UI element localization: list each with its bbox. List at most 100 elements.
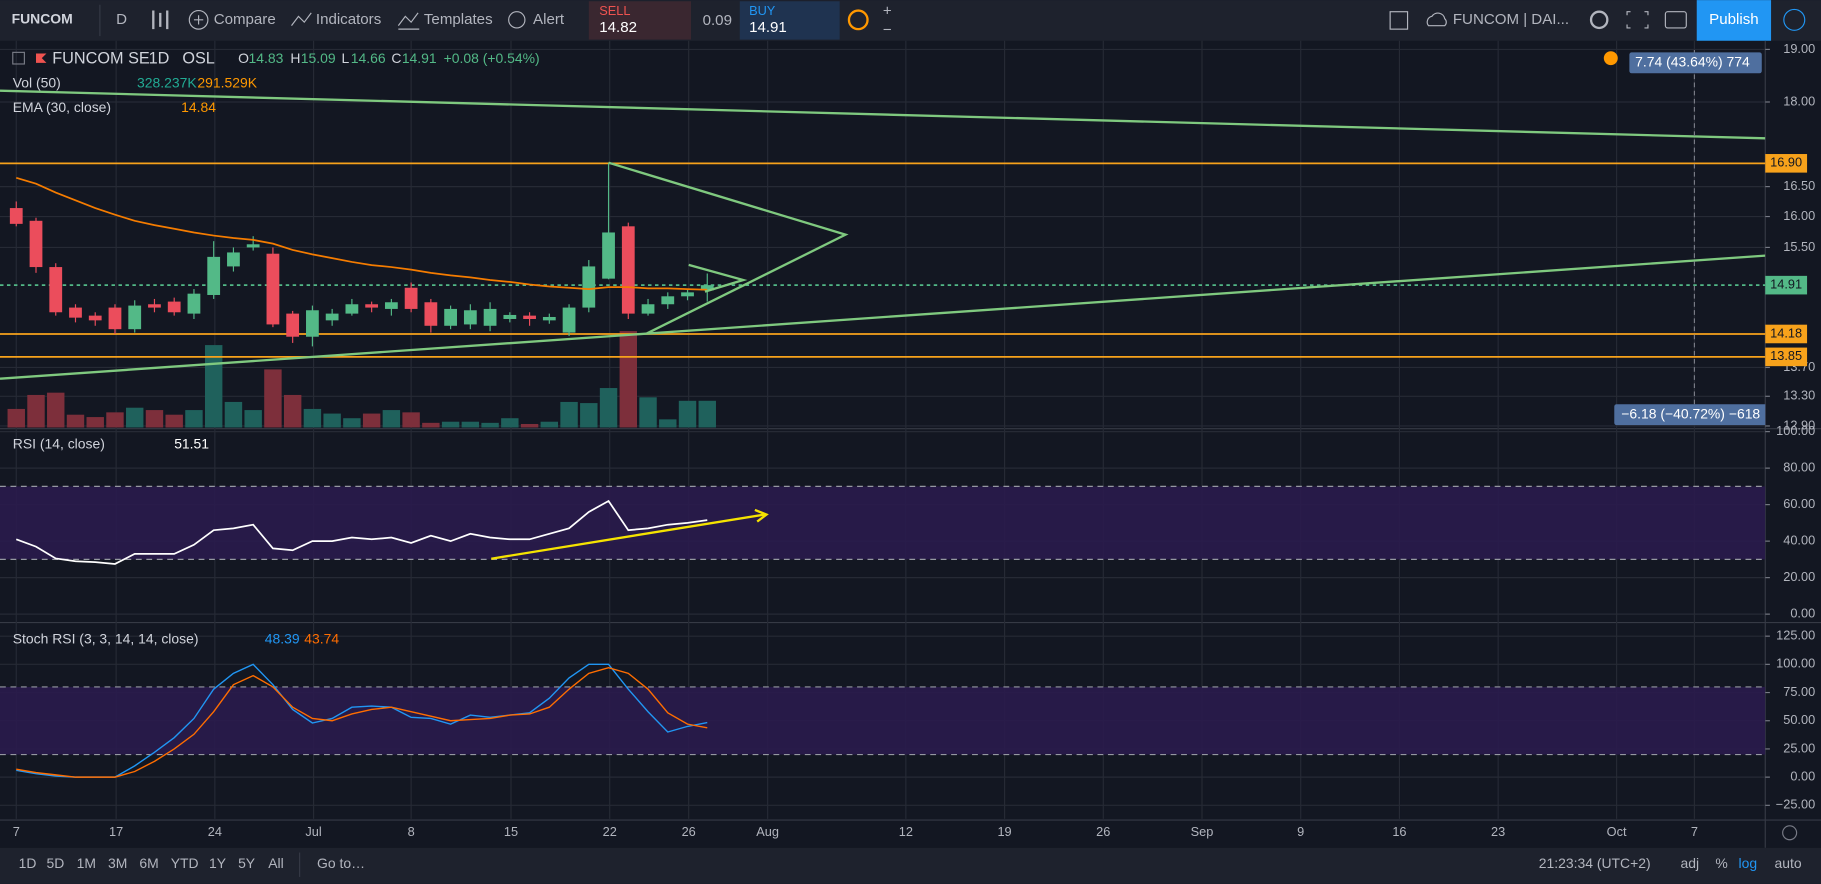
layout-name[interactable]: FUNCOM | DAI... [1453,11,1569,28]
candle-body [286,313,300,337]
indicator-line [15,499,708,565]
price-label: 14.91 [1770,277,1802,292]
range-button[interactable]: 1D [19,855,37,871]
zoom-out[interactable]: − [883,21,892,38]
indicator-line [16,663,708,778]
y-tick-label: 100.00 [1776,423,1815,438]
candle-body [503,314,517,319]
indicators-button[interactable]: Indicators [316,11,381,28]
candle-body [424,302,438,326]
candle-body [582,266,596,308]
range-button[interactable]: 5D [46,855,64,871]
volume-bar [323,413,341,428]
high-value: 15.09 [301,50,336,66]
volume-bar [362,413,381,428]
x-tick-label: Sep [1191,824,1214,839]
indicator-name[interactable]: Stoch RSI (3, 3, 14, 14, close) [13,631,199,647]
price-label: 13.85 [1770,348,1802,363]
x-tick-label: 16 [1392,824,1406,839]
range-button[interactable]: YTD [171,855,199,871]
trend-line [0,254,1766,380]
scale-option[interactable]: log [1739,855,1758,871]
alert-button[interactable]: Alert [533,11,565,28]
candle-body [681,292,694,297]
alert-icon[interactable] [508,11,526,29]
publish-button[interactable] [1696,0,1772,41]
interval-button[interactable]: D [116,11,127,28]
fullscreen-toggle[interactable] [1389,11,1409,30]
collapse-toggle[interactable] [12,51,25,65]
indicator-value: 14.84 [181,99,216,115]
bars-style-icon[interactable] [152,10,169,30]
volume-bar [204,345,223,428]
exchange: OSL [182,50,215,68]
symbol-button[interactable]: FUNCOM [12,11,73,27]
volume-bar [66,414,85,428]
range-button[interactable]: 1Y [209,855,226,871]
y-tick-label: 13.30 [1783,388,1815,403]
indicator-name[interactable]: EMA (30, close) [13,99,111,115]
indicator-name[interactable]: RSI (14, close) [13,436,105,452]
compare-icon[interactable] [188,9,209,30]
candle-body [404,287,418,309]
volume-bar [599,388,618,428]
candle-body [562,307,576,333]
compare-button[interactable]: Compare [214,11,276,28]
indicator-name[interactable]: Vol (50) [13,74,61,90]
x-tick-label: 9 [1297,824,1304,839]
indicator-value: 291.529K [197,74,257,90]
fullscreen-icon[interactable] [1626,11,1649,29]
warning-icon[interactable] [1603,51,1618,66]
y-tick-label: 40.00 [1783,533,1815,548]
scale-option[interactable]: auto [1775,855,1802,871]
close-value: 14.91 [402,50,437,66]
volume-bar [580,403,598,428]
buy-button[interactable] [739,1,840,40]
x-tick-label: 23 [1491,824,1505,839]
y-tick-label: 15.50 [1783,239,1815,254]
axis-settings-icon[interactable] [1782,825,1798,841]
range-button[interactable]: 6M [139,855,158,871]
volume-bar [422,422,440,428]
range-button[interactable]: 5Y [238,855,255,871]
price-label-box [1765,347,1808,367]
range-button[interactable]: 3M [108,855,127,871]
x-tick-label: 7 [13,824,20,839]
x-tick-label: 17 [109,824,123,839]
goto-button[interactable]: Go to… [317,855,365,871]
candle-body [227,252,240,267]
x-tick-label: 26 [682,824,696,839]
range-button[interactable]: 1M [77,855,96,871]
templates-icon[interactable] [397,12,420,30]
snapshot-icon[interactable] [1664,11,1687,29]
replay-icon[interactable] [1783,8,1806,31]
band-fill [0,686,1766,755]
toolbar [0,0,1821,41]
x-tick-label: 15 [504,824,518,839]
info-icon[interactable] [847,9,869,31]
y-tick-label: 50.00 [1783,712,1815,727]
indicator-value: 51.51 [174,436,209,452]
candle-body [542,316,556,321]
candle-body [246,244,260,248]
volume-bar [224,401,243,428]
range-button[interactable]: All [268,855,283,871]
indicators-icon[interactable] [291,12,312,27]
compare-icon-plus [193,15,204,25]
scale-option[interactable]: % [1715,855,1727,871]
scale-option[interactable]: adj [1680,855,1699,871]
x-tick-label: 7 [1691,824,1698,839]
y-tick-label: 60.00 [1783,496,1815,511]
volume-bar [659,419,677,428]
sell-button[interactable] [588,1,692,40]
y-tick-label: 18.00 [1783,93,1815,108]
indicator-value: 43.74 [304,631,339,647]
publish-label: Publish [1709,11,1758,28]
settings-icon[interactable] [1589,10,1609,30]
y-tick-label: −25.00 [1776,797,1815,812]
templates-button[interactable]: Templates [424,11,493,28]
measure-box [1629,52,1762,74]
volume-bar [343,418,361,428]
zoom-in[interactable]: + [883,3,892,20]
